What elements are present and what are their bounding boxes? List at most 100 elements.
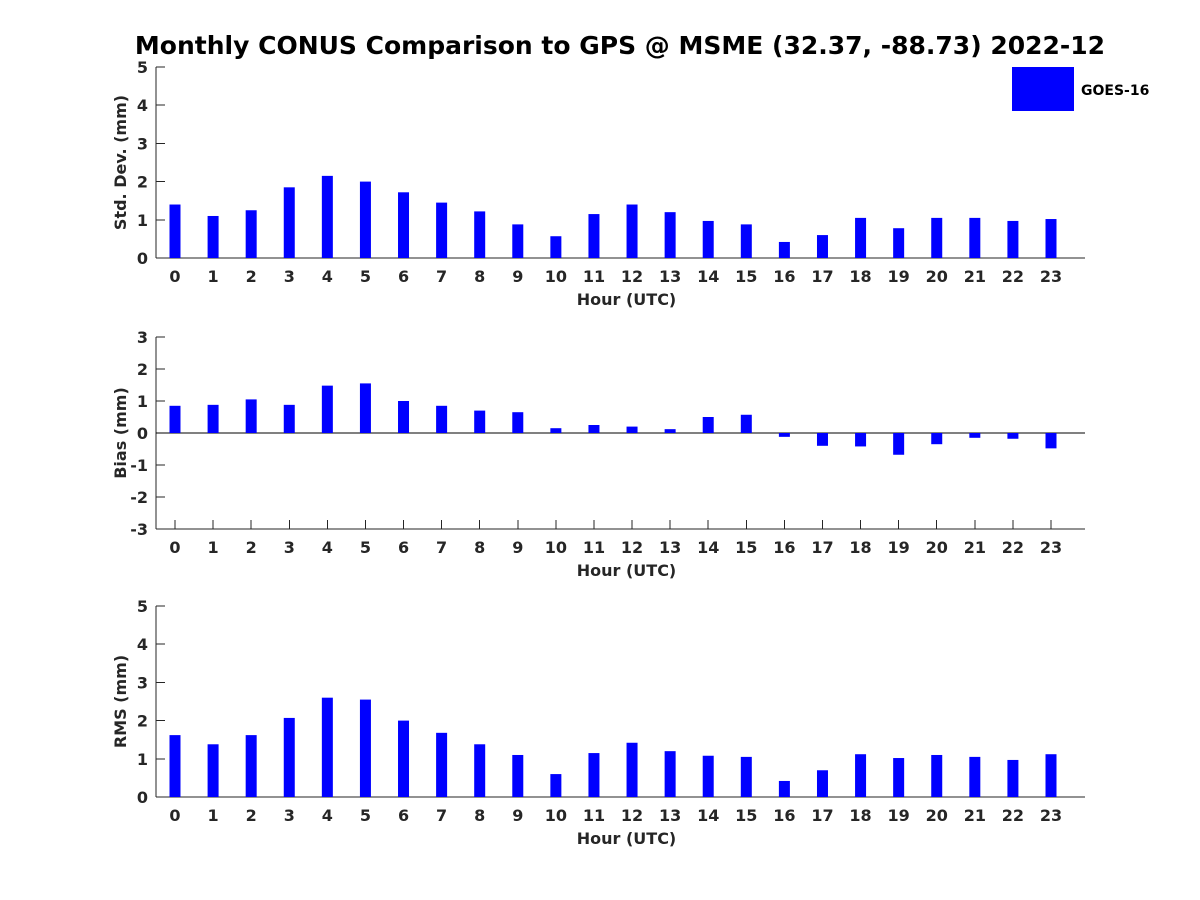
y-tick-label: 5 [137, 597, 148, 616]
bar [359, 383, 371, 433]
x-tick-label: 13 [659, 806, 681, 825]
bar [778, 241, 790, 258]
y-tick-label: 4 [137, 96, 148, 115]
x-tick-label: 1 [208, 806, 219, 825]
bar [702, 417, 714, 433]
y-axis-label: Std. Dev. (mm) [111, 95, 130, 230]
x-axis-label: Hour (UTC) [577, 561, 677, 580]
bar [1007, 433, 1019, 439]
bar [893, 433, 905, 455]
bar [893, 758, 905, 797]
bar [588, 753, 600, 797]
x-tick-label: 16 [773, 267, 795, 286]
x-tick-label: 2 [246, 806, 257, 825]
x-tick-label: 21 [964, 538, 986, 557]
x-tick-label: 13 [659, 267, 681, 286]
bar [816, 235, 828, 258]
x-tick-label: 4 [322, 538, 333, 557]
y-tick-label: 1 [137, 750, 148, 769]
x-tick-label: 15 [735, 267, 757, 286]
x-tick-label: 10 [545, 806, 567, 825]
bar [550, 236, 562, 258]
y-tick-label: 0 [137, 249, 148, 268]
x-tick-label: 3 [284, 538, 295, 557]
x-tick-label: 9 [512, 538, 523, 557]
bar [931, 754, 943, 797]
legend-swatch [1012, 67, 1074, 111]
x-tick-label: 17 [811, 538, 833, 557]
x-tick-label: 12 [621, 267, 643, 286]
x-tick-label: 23 [1040, 538, 1062, 557]
bar [436, 202, 448, 258]
x-tick-label: 1 [208, 267, 219, 286]
x-tick-label: 5 [360, 806, 371, 825]
y-axis-label: Bias (mm) [111, 387, 130, 479]
y-tick-label: 2 [137, 173, 148, 192]
x-tick-label: 14 [697, 806, 719, 825]
x-tick-label: 2 [246, 538, 257, 557]
bar [321, 697, 333, 797]
bar [207, 744, 219, 797]
bar [969, 433, 981, 438]
bar [550, 428, 562, 433]
y-tick-label: 4 [137, 635, 148, 654]
x-tick-label: 3 [284, 806, 295, 825]
bar [245, 735, 257, 797]
y-tick-label: 2 [137, 360, 148, 379]
x-tick-label: 19 [888, 267, 910, 286]
bar [436, 405, 448, 433]
bar [626, 426, 638, 433]
bar [474, 744, 486, 797]
bar [550, 774, 562, 797]
x-tick-label: 5 [360, 538, 371, 557]
x-tick-label: 8 [474, 806, 485, 825]
bar [740, 224, 752, 258]
bar [283, 187, 295, 258]
x-tick-label: 13 [659, 538, 681, 557]
x-tick-label: 14 [697, 267, 719, 286]
x-tick-label: 1 [208, 538, 219, 557]
x-tick-label: 2 [246, 267, 257, 286]
x-tick-label: 20 [926, 538, 948, 557]
x-tick-label: 14 [697, 538, 719, 557]
x-tick-label: 8 [474, 267, 485, 286]
bar [1007, 759, 1019, 797]
x-tick-label: 11 [583, 538, 605, 557]
x-tick-label: 22 [1002, 538, 1024, 557]
x-axis-label: Hour (UTC) [577, 290, 677, 309]
bar [474, 211, 486, 258]
bar [283, 404, 295, 433]
x-tick-label: 12 [621, 806, 643, 825]
bar [893, 228, 905, 258]
y-axis-label: RMS (mm) [111, 655, 130, 748]
x-tick-label: 20 [926, 267, 948, 286]
bar [169, 405, 181, 433]
x-tick-label: 17 [811, 806, 833, 825]
bar [664, 429, 676, 433]
bar [1045, 433, 1057, 449]
bar [855, 217, 867, 258]
x-tick-label: 19 [888, 538, 910, 557]
y-tick-label: 3 [137, 328, 148, 347]
x-tick-label: 8 [474, 538, 485, 557]
bar [778, 780, 790, 797]
bar [702, 755, 714, 797]
bar [207, 215, 219, 258]
y-tick-label: 1 [137, 392, 148, 411]
x-tick-label: 21 [964, 267, 986, 286]
y-tick-label: -2 [130, 488, 148, 507]
x-tick-label: 11 [583, 806, 605, 825]
x-tick-label: 23 [1040, 806, 1062, 825]
bar [1045, 219, 1057, 258]
x-tick-label: 18 [849, 806, 871, 825]
bar [740, 414, 752, 433]
x-tick-label: 15 [735, 806, 757, 825]
x-tick-label: 10 [545, 538, 567, 557]
bar [474, 410, 486, 433]
x-tick-label: 10 [545, 267, 567, 286]
bar [1045, 754, 1057, 797]
x-tick-label: 9 [512, 806, 523, 825]
